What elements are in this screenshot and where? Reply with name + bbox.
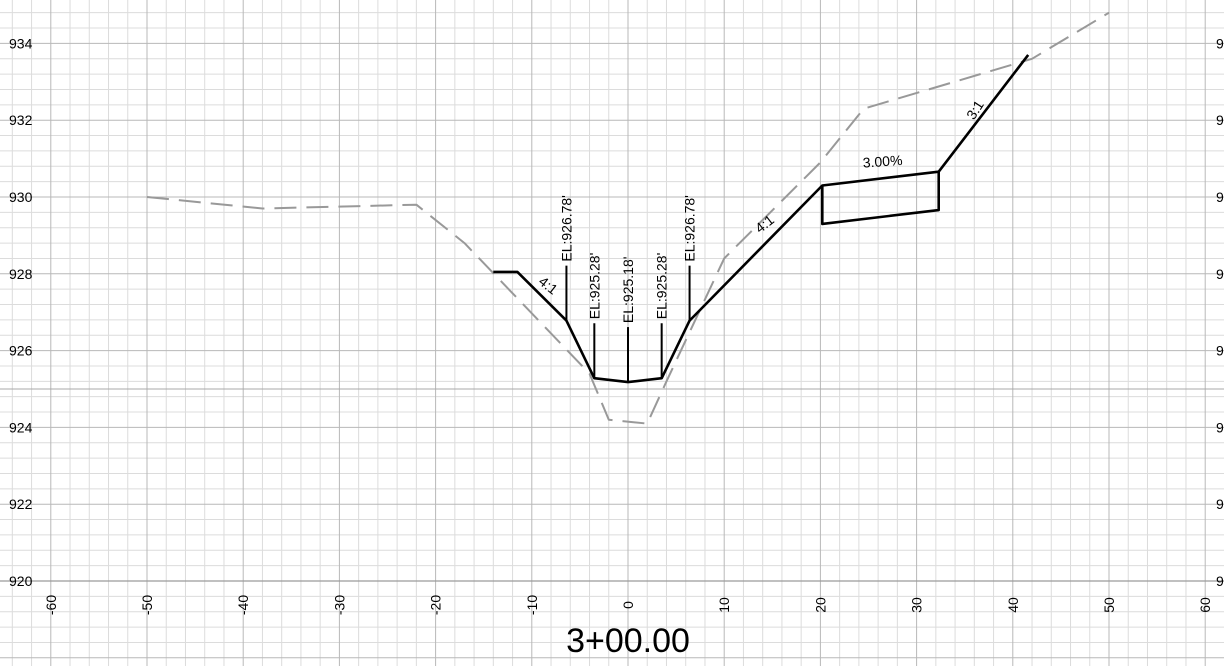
station-title: 3+00.00 [566, 622, 690, 660]
y-tick-label: 926 [9, 343, 33, 359]
x-axis-labels: -60 -50 -40 -30 -20 -10 0 10 20 30 40 50 60 [43, 595, 1213, 615]
elevation-label: EL:925.18' [620, 257, 636, 324]
x-tick-label: -60 [43, 595, 59, 615]
y-tick-label: 928 [9, 266, 33, 282]
x-tick-label: -10 [524, 595, 540, 615]
y-tick-label: 924 [9, 419, 33, 435]
elevation-label: EL:925.28' [654, 253, 670, 320]
x-tick-label: 10 [716, 597, 732, 613]
y-tick-label-right: 9 [1216, 112, 1224, 128]
y-tick-label-right: 9 [1216, 266, 1224, 282]
y-tick-label-right: 9 [1216, 419, 1224, 435]
y-axis-labels-right: 9 9 9 9 9 9 9 9 [1216, 35, 1224, 589]
y-tick-label-right: 9 [1216, 189, 1224, 205]
y-tick-label: 920 [9, 573, 33, 589]
y-tick-label-right: 9 [1216, 573, 1224, 589]
x-tick-label: 0 [620, 601, 636, 609]
x-tick-label: -40 [235, 595, 251, 615]
y-tick-label: 934 [9, 35, 33, 51]
elevation-label: EL:925.28' [586, 253, 602, 320]
y-tick-label-right: 9 [1216, 343, 1224, 359]
elevation-label: EL:926.78' [682, 195, 698, 262]
y-tick-label-right: 9 [1216, 35, 1224, 51]
y-tick-label: 922 [9, 496, 33, 512]
x-tick-label: 20 [812, 597, 828, 613]
y-axis-labels: 934 932 930 928 926 924 922 920 [9, 35, 33, 589]
y-tick-label: 930 [9, 189, 33, 205]
elevation-label: EL:926.78' [558, 195, 574, 262]
x-tick-label: 60 [1197, 597, 1213, 613]
proposed-pad-outline [820, 171, 941, 226]
proposed-ditch-line [493, 54, 1030, 384]
x-tick-label: -30 [331, 595, 347, 615]
x-tick-label: 30 [909, 597, 925, 613]
y-tick-label: 932 [9, 112, 33, 128]
profile-lines [146, 11, 1110, 425]
x-tick-label: -20 [428, 595, 444, 615]
existing-ground-line [146, 11, 1110, 425]
x-tick-label: 50 [1101, 597, 1117, 613]
x-tick-label: -50 [139, 595, 155, 615]
slope-label: 3.00% [862, 152, 903, 171]
x-tick-label: 40 [1005, 597, 1021, 613]
y-tick-label-right: 9 [1216, 496, 1224, 512]
